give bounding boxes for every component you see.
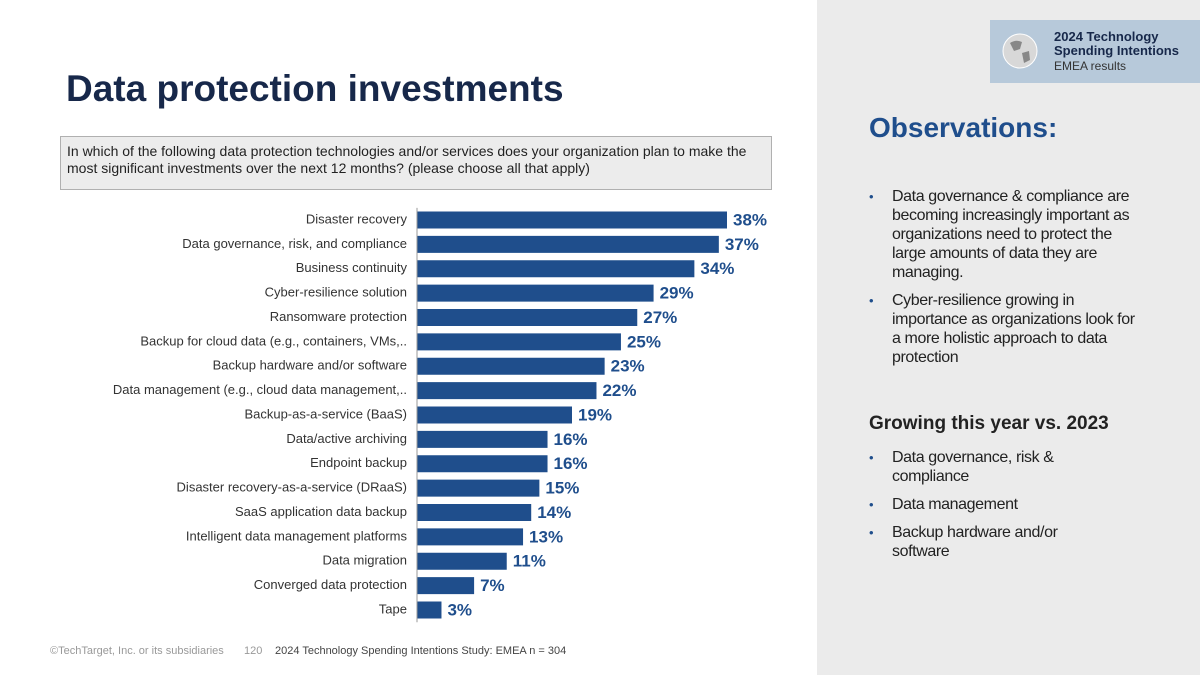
bar <box>417 284 654 302</box>
bar <box>417 309 638 326</box>
bullet-item: Data governance, risk & compliance <box>869 448 1109 486</box>
category-label: Data/active archiving <box>286 431 407 446</box>
bar <box>417 528 524 546</box>
category-label: Intelligent data management platforms <box>186 528 408 543</box>
value-label: 7% <box>480 576 505 595</box>
badge-region: EMEA results <box>1054 59 1127 73</box>
value-label: 16% <box>554 430 588 449</box>
copyright: ©TechTarget, Inc. or its subsidiaries <box>50 645 224 657</box>
bar <box>417 504 532 521</box>
badge-subtitle: Spending Intentions <box>1054 43 1179 58</box>
category-label: Disaster recovery <box>306 211 408 226</box>
value-label: 37% <box>725 235 759 254</box>
chart: Disaster recovery 38% Data governance, ris… <box>113 207 767 623</box>
badge-title: 2024 Technology <box>1054 29 1159 44</box>
bullet-item: Backup hardware and/or software <box>869 523 1109 561</box>
bar <box>417 260 695 278</box>
bullet-item: Data management <box>869 495 1109 514</box>
bar <box>417 479 540 497</box>
value-label: 34% <box>700 259 734 278</box>
category-label: Converged data protection <box>254 577 407 592</box>
value-label: 23% <box>611 357 645 376</box>
category-label: Backup for cloud data (e.g., containers,… <box>140 333 407 348</box>
bar <box>417 357 605 375</box>
bar <box>417 430 548 448</box>
value-label: 22% <box>602 381 636 400</box>
value-label: 27% <box>643 308 677 327</box>
value-label: 29% <box>660 284 694 303</box>
category-label: Cyber-resilience solution <box>265 285 407 300</box>
value-label: 16% <box>554 454 588 473</box>
category-label: SaaS application data backup <box>235 504 407 519</box>
category-label: Backup-as-a-service (BaaS) <box>244 406 407 421</box>
bar <box>417 406 572 424</box>
bullet-item: Cyber-resilience growing in importance a… <box>869 291 1144 367</box>
growing-title: Growing this year vs. 2023 <box>869 413 1109 434</box>
observations-list: Data governance & compliance are becomin… <box>869 187 1144 376</box>
value-label: 3% <box>447 600 472 619</box>
category-label: Backup hardware and/or software <box>213 358 407 373</box>
badge: 2024 Technology Spending Intentions EMEA… <box>990 20 1200 83</box>
value-label: 14% <box>537 503 571 522</box>
bar <box>417 382 597 400</box>
page-number: 120 <box>244 645 263 657</box>
value-label: 38% <box>733 210 767 229</box>
bar <box>417 455 548 473</box>
bar <box>417 577 475 595</box>
category-label: Data governance, risk, and compliance <box>182 236 407 251</box>
category-label: Data migration <box>322 553 407 568</box>
question-box: In which of the following data protectio… <box>60 136 772 190</box>
category-label: Tape <box>379 601 407 616</box>
bar <box>417 333 621 351</box>
bullet-item: Data governance & compliance are becomin… <box>869 187 1144 282</box>
bar <box>417 601 442 619</box>
category-label: Disaster recovery-as-a-service (DRaaS) <box>177 480 407 495</box>
growing-list: Data governance, risk & compliance Data m… <box>869 448 1109 570</box>
value-label: 25% <box>627 332 661 351</box>
observations-title: Observations: <box>869 112 1058 143</box>
globe-icon <box>1002 33 1038 69</box>
bar <box>417 552 507 570</box>
category-label: Data management (e.g., cloud data manage… <box>113 382 407 397</box>
value-label: 11% <box>513 552 546 571</box>
slide-title: Data protection investments <box>66 68 564 109</box>
source: 2024 Technology Spending Intentions Stud… <box>275 645 567 657</box>
category-label: Endpoint backup <box>310 455 407 470</box>
value-label: 13% <box>529 527 563 546</box>
value-label: 15% <box>545 479 579 498</box>
value-label: 19% <box>578 405 612 424</box>
bar <box>417 211 727 229</box>
bar <box>417 235 719 253</box>
category-label: Business continuity <box>296 260 408 275</box>
category-label: Ransomware protection <box>270 309 407 324</box>
